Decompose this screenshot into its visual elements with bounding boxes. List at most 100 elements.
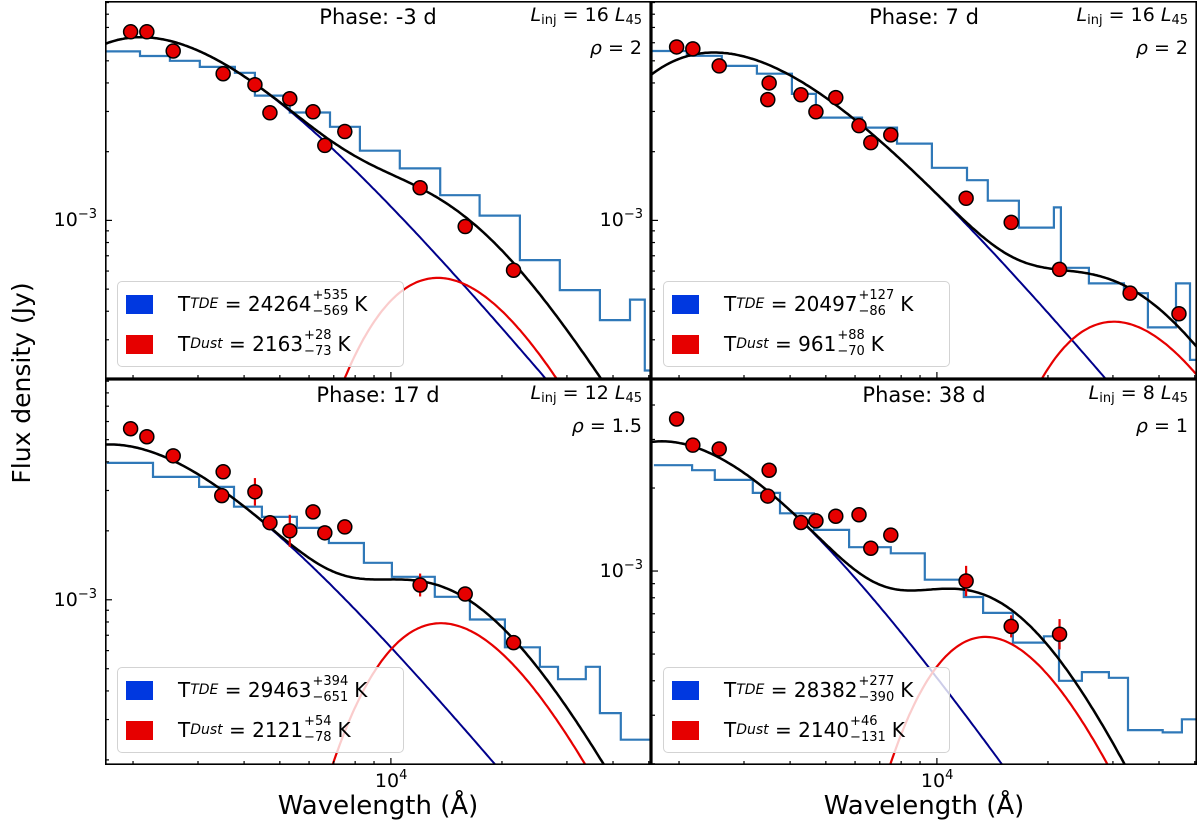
phase-label: Phase: 7 d — [869, 5, 979, 29]
photometry-point — [685, 437, 701, 453]
legend-patch-dust — [126, 334, 153, 354]
phase-label: Phase: 38 d — [862, 383, 986, 407]
legend: T TDE = 20497 +127 −86 K T Dust = 961 +88 −70 K — [663, 281, 950, 367]
legend-patch-tde — [672, 680, 699, 700]
y-tick-label: 10−3 — [53, 586, 97, 611]
rho-label: ρ = 2 — [589, 37, 642, 59]
photometry-point — [793, 514, 809, 531]
panel-top-left: 10−3 Phase: -3 d Linj = 16 L45 ρ = 2 T TD… — [54, 1, 651, 379]
photometry-point — [1122, 285, 1138, 301]
photometry-point — [457, 218, 473, 235]
injected-luminosity-label: Linj = 16 L45 — [1076, 4, 1188, 28]
injected-luminosity-label: Linj = 12 L45 — [530, 382, 642, 406]
panel-bottom-left: 10−3 104 Phase: 17 d Linj = 12 L45 ρ = 1… — [54, 379, 651, 792]
legend-entry-tde: T TDE = 20497 +127 −86 K — [672, 288, 913, 320]
rho-label: ρ = 1.5 — [571, 415, 642, 437]
photometry-point — [282, 523, 298, 539]
photometry-point — [883, 127, 899, 143]
photometry-point — [215, 65, 231, 82]
y-axis-label: Flux density (Jy) — [7, 282, 36, 484]
photometry-point — [668, 411, 685, 427]
photometry-point — [958, 573, 974, 589]
photometry-point — [139, 24, 155, 40]
dust-blackbody-curve — [331, 622, 587, 765]
panel-bottom-right: 10−3 104 Phase: 38 d Linj = 8 L45 ρ = 1 … — [600, 379, 1197, 792]
photometry-point — [165, 43, 181, 59]
total-model-curve — [105, 35, 603, 379]
photometry-point — [122, 420, 139, 437]
phase-label: Phase: 17 d — [316, 383, 440, 407]
photometry-point — [337, 123, 353, 140]
photometry-point — [668, 39, 685, 55]
legend-patch-dust — [672, 334, 699, 354]
photometry-point — [958, 190, 974, 207]
photometry-point — [247, 484, 263, 500]
legend-patch-tde — [672, 294, 699, 314]
legend: T TDE = 24264 +535 −569 K T Dust = 2163 +28 −73… — [117, 281, 404, 367]
photometry-point — [505, 262, 522, 278]
photometry-point — [282, 91, 298, 107]
photometry-point — [247, 76, 263, 93]
legend-entry-dust: T Dust = 2140 +46 −131 K — [672, 714, 905, 746]
photometry-point — [317, 525, 333, 541]
axes-frame — [651, 1, 1197, 379]
photometry-point — [412, 577, 428, 593]
photometry-point — [711, 58, 727, 74]
photometry-point — [1051, 261, 1068, 278]
photometry-point — [1051, 626, 1068, 642]
photometry-point — [761, 75, 777, 91]
legend-patch-tde — [126, 680, 153, 700]
photometry-point — [863, 134, 879, 151]
legend-patch-dust — [126, 720, 153, 740]
photometry-point — [337, 519, 353, 535]
injected-luminosity-label: Linj = 16 L45 — [530, 4, 642, 28]
photometry-point — [851, 506, 867, 523]
total-model-curve — [105, 443, 606, 765]
total-model-curve — [651, 440, 1127, 765]
legend-entry-tde: T TDE = 29463 +394 −651 K — [126, 674, 367, 706]
plot-area — [651, 1, 1197, 379]
photometry-point — [1171, 306, 1187, 322]
photometry-point — [793, 87, 809, 103]
photometry-point — [457, 586, 473, 602]
plot-area — [651, 379, 1197, 765]
photometry-point — [808, 104, 824, 120]
spectrum-line — [105, 50, 651, 372]
photometry-point — [760, 488, 776, 504]
dust-blackbody-curve — [1040, 320, 1197, 379]
photometry-point — [883, 527, 899, 543]
legend-entry-tde: T TDE = 28382 +277 −390 K — [672, 674, 913, 706]
legend-entry-dust: T Dust = 2121 +54 −78 K — [126, 714, 351, 746]
y-tick-label: 10−3 — [599, 558, 643, 583]
photometry-point — [1003, 214, 1019, 231]
legend-entry-tde: T TDE = 24264 +535 −569 K — [126, 288, 367, 320]
photometry-point — [851, 117, 867, 134]
photometry-point — [305, 104, 321, 120]
photometry-point — [262, 105, 278, 121]
photometry-point — [165, 448, 181, 464]
legend: T TDE = 28382 +277 −390 K T Dust = 2140 +46 −13… — [663, 667, 950, 753]
x-axis-label-left: Wavelength (Å) — [277, 791, 479, 821]
photometry-point — [863, 540, 879, 556]
photometry-point — [262, 514, 278, 531]
photometry-point — [215, 464, 231, 480]
photometry-point — [828, 508, 844, 525]
photometry-point — [761, 462, 777, 478]
spectrum-line — [652, 49, 1197, 361]
rho-label: ρ = 1 — [1135, 415, 1188, 437]
x-axis-label-right: Wavelength (Å) — [823, 791, 1025, 821]
photometry-point — [828, 89, 844, 106]
photometry-point — [808, 513, 824, 529]
photometry-point — [214, 487, 230, 504]
legend-patch-tde — [126, 294, 153, 314]
legend-entry-dust: T Dust = 961 +88 −70 K — [672, 328, 884, 360]
y-tick-label: 10−3 — [599, 207, 643, 232]
phase-label: Phase: -3 d — [319, 5, 437, 29]
photometry-point — [760, 91, 776, 108]
photometry-point — [317, 137, 333, 154]
panel-top-right: 10−3 Phase: 7 d Linj = 16 L45 ρ = 2 T TDE… — [600, 1, 1197, 379]
plot-area — [105, 1, 651, 379]
plot-area — [105, 379, 651, 765]
legend-patch-dust — [672, 720, 699, 740]
rho-label: ρ = 2 — [1135, 37, 1188, 59]
